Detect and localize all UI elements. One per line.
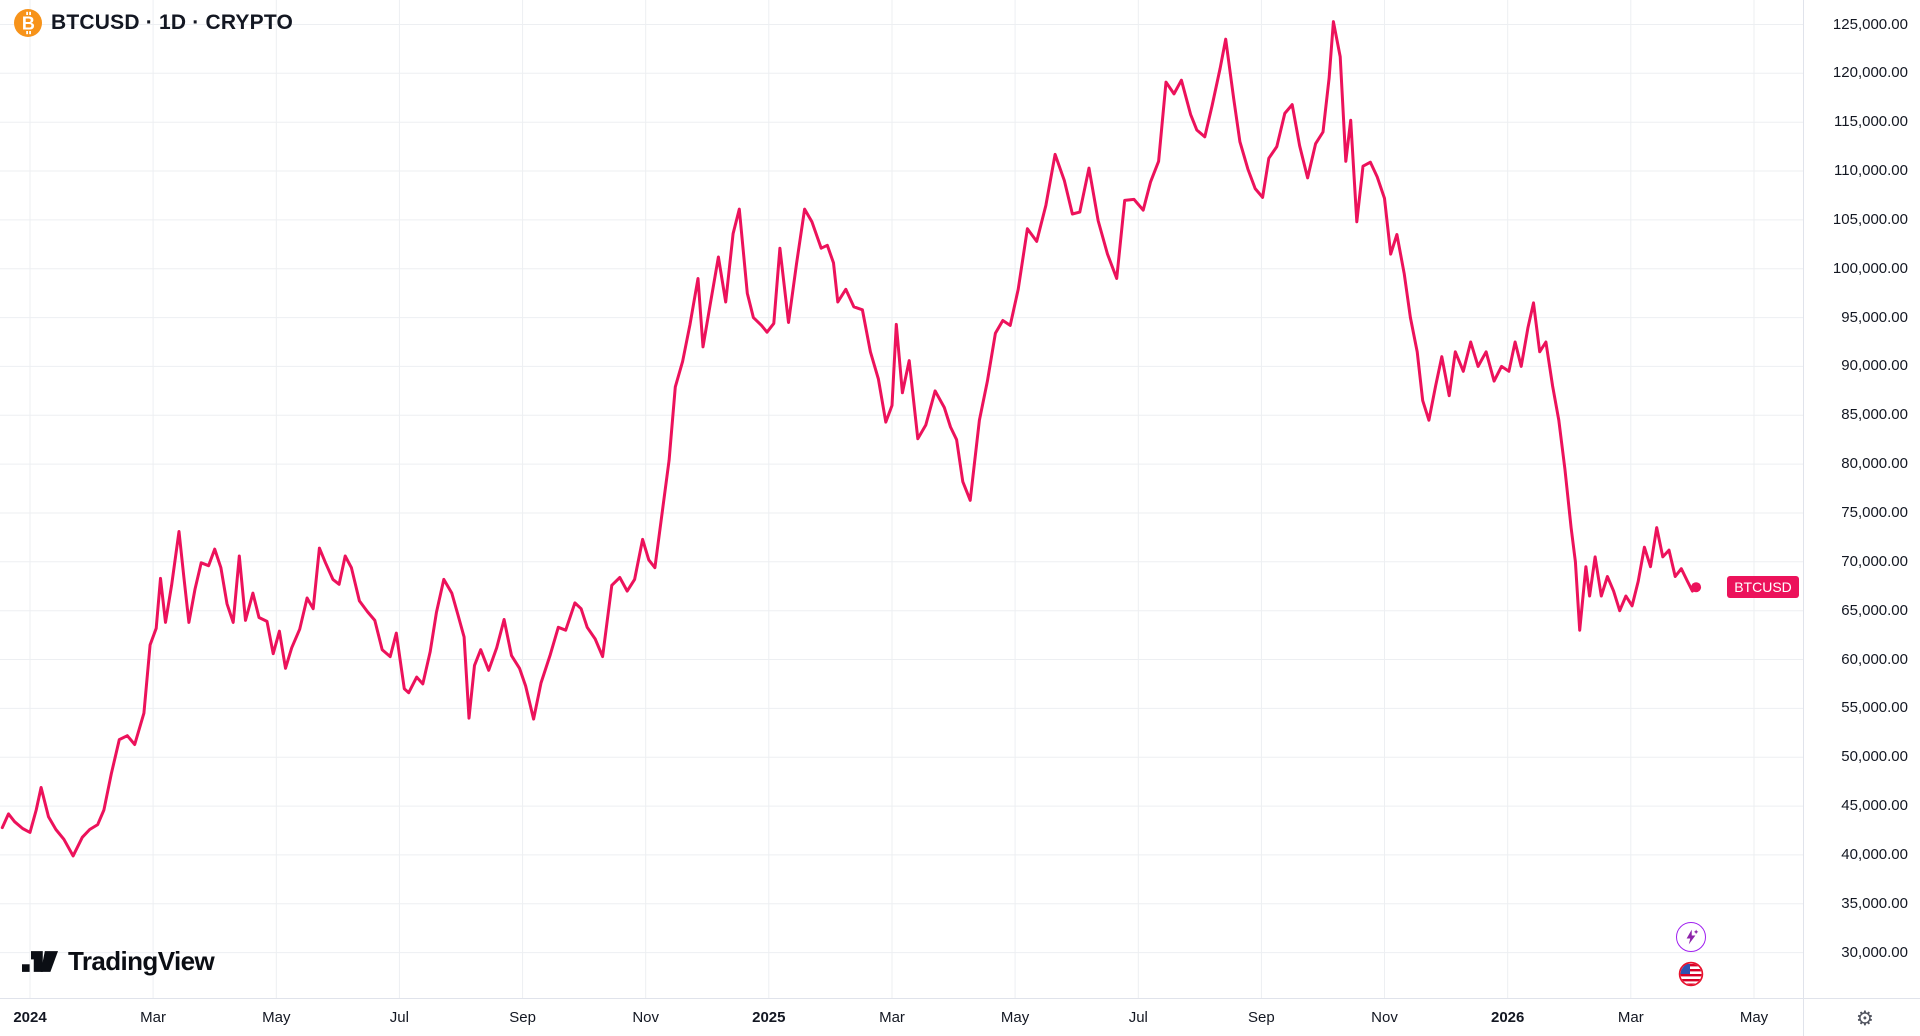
time-tick-label: Nov — [632, 1009, 660, 1026]
price-tick-label: 110,000.00 — [1834, 162, 1908, 180]
price-tick-label: 115,000.00 — [1834, 113, 1908, 131]
time-tick-label: Mar — [879, 1009, 905, 1026]
symbol-title: BTCUSD · 1D · CRYPTO — [51, 11, 294, 34]
price-tick-label: 35,000.00 — [1841, 894, 1908, 912]
series-price-label: BTCUSD — [1727, 576, 1799, 599]
price-tick-label: 40,000.00 — [1841, 845, 1908, 863]
time-tick-label: Mar — [140, 1009, 167, 1026]
tradingview-logo-text: TradingView — [68, 946, 215, 976]
price-tick-label: 120,000.00 — [1832, 64, 1908, 82]
price-tick-label: 70,000.00 — [1841, 552, 1908, 570]
time-tick-label: Jul — [1128, 1009, 1148, 1026]
time-axis[interactable]: 2024 Mar May Jul Sep Nov 2025 Mar May Jul Sep Nov 20… — [0, 998, 1803, 1036]
price-tick-label: 80,000.00 — [1841, 455, 1908, 473]
time-tick-label: Mar — [1617, 1009, 1644, 1026]
tradingview-logo-icon — [22, 951, 58, 972]
price-tick-label: 45,000.00 — [1841, 797, 1908, 815]
tradingview-logo[interactable]: TradingView — [22, 946, 215, 977]
time-tick-label: May — [262, 1009, 291, 1026]
symbol-legend[interactable]: B BTCUSD · 1D · CRYPTO — [14, 9, 293, 37]
price-tick-label: 75,000.00 — [1841, 503, 1908, 521]
price-tick-label: 65,000.00 — [1841, 601, 1908, 619]
price-tick-label: 55,000.00 — [1841, 699, 1908, 717]
time-tick-label: Nov — [1371, 1009, 1398, 1026]
price-tick-label: 85,000.00 — [1841, 406, 1908, 424]
bitcoin-icon: B — [14, 9, 42, 37]
time-tick-label: May — [1000, 1009, 1030, 1026]
last-price-marker — [1691, 582, 1702, 593]
price-chart-canvas[interactable] — [0, 0, 1803, 998]
time-tick-label: May — [1739, 1009, 1769, 1026]
price-tick-label: 50,000.00 — [1841, 748, 1908, 766]
price-tick-label: 100,000.00 — [1832, 259, 1908, 277]
price-tick-label: 30,000.00 — [1841, 943, 1908, 961]
time-tick-label: 2025 — [752, 1009, 786, 1026]
time-tick-label: Sep — [1248, 1009, 1275, 1026]
price-axis[interactable]: 125,000.00 120,000.00 115,000.00 110,000.00… — [1803, 0, 1920, 998]
axis-corner: ⚙ — [1803, 998, 1920, 1036]
price-tick-label: 105,000.00 — [1832, 210, 1908, 228]
time-tick-label: Sep — [509, 1009, 536, 1026]
gear-icon[interactable]: ⚙ — [1856, 1005, 1874, 1030]
time-tick-label: Jul — [389, 1009, 409, 1026]
lightning-sparkle-icon[interactable] — [1676, 922, 1706, 952]
chart-pane[interactable] — [0, 0, 1803, 998]
us-flag-icon[interactable] — [1676, 959, 1706, 989]
floating-icons — [1676, 922, 1706, 989]
price-tick-label: 90,000.00 — [1841, 357, 1908, 375]
price-tick-label: 60,000.00 — [1841, 650, 1908, 668]
time-tick-label: 2026 — [1491, 1009, 1525, 1026]
price-tick-label: 95,000.00 — [1841, 308, 1908, 326]
price-tick-label: 125,000.00 — [1832, 15, 1908, 33]
svg-text:B: B — [22, 14, 35, 34]
time-tick-label: 2024 — [13, 1009, 47, 1026]
